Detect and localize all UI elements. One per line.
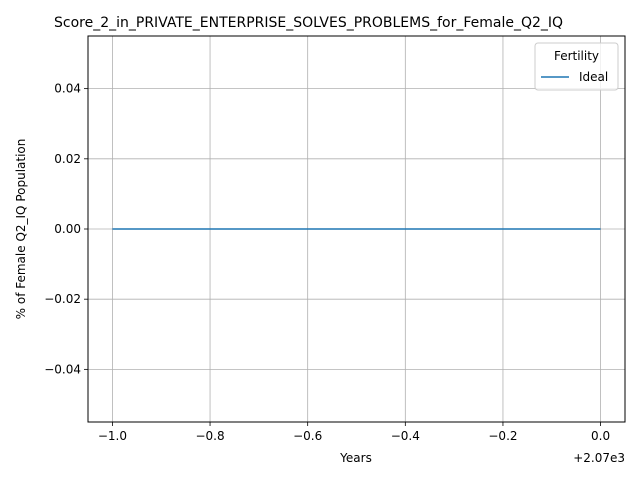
x-tick-label: −0.6 <box>293 429 322 443</box>
legend-title: Fertility <box>554 49 599 63</box>
y-tick-label: −0.02 <box>44 292 81 306</box>
x-tick-label: −1.0 <box>98 429 127 443</box>
y-tick-label: 0.00 <box>54 222 81 236</box>
x-tick-label: −0.4 <box>391 429 420 443</box>
y-tick-label: −0.04 <box>44 362 81 376</box>
x-axis-label: Years <box>339 451 372 465</box>
x-axis-offset-label: +2.07e3 <box>573 451 625 465</box>
y-tick-label: 0.04 <box>54 82 81 96</box>
x-tick-label: −0.2 <box>488 429 517 443</box>
x-tick-label: −0.8 <box>195 429 224 443</box>
y-tick-label: 0.02 <box>54 152 81 166</box>
x-tick-label: 0.0 <box>591 429 610 443</box>
legend-label-ideal: Ideal <box>579 70 608 84</box>
y-axis-label: % of Female Q2_IQ Population <box>14 139 28 320</box>
y-axis-ticks: −0.04 −0.02 0.00 0.02 0.04 <box>44 82 88 376</box>
legend-box <box>534 42 619 91</box>
x-axis-ticks: −1.0 −0.8 −0.6 −0.4 −0.2 0.0 <box>98 422 610 443</box>
legend: Fertility Ideal <box>534 42 619 91</box>
chart-title: Score_2_in_PRIVATE_ENTERPRISE_SOLVES_PRO… <box>54 15 563 31</box>
